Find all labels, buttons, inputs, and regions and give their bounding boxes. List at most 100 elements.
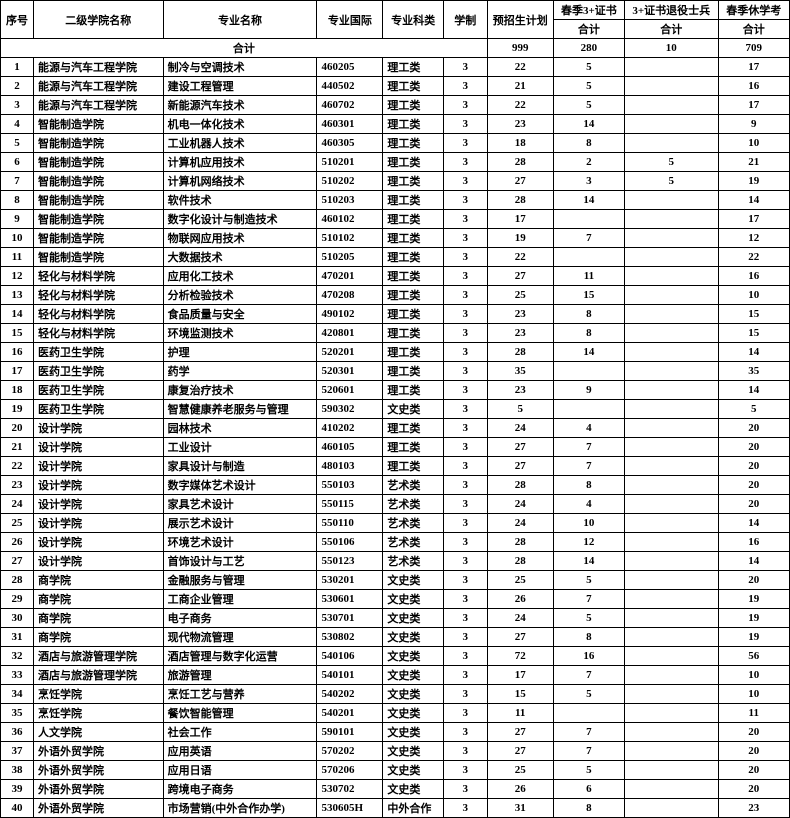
table-row: 31商学院现代物流管理530802文史类327819 (1, 628, 790, 647)
totals-row: 合计 999 280 10 709 (1, 39, 790, 58)
table-row: 13轻化与材料学院分析检验技术470208理工类3251510 (1, 286, 790, 305)
cell-cat: 文史类 (383, 609, 443, 628)
hdr-dur: 学制 (443, 1, 487, 39)
cell-idx: 8 (1, 191, 34, 210)
cell-dur: 3 (443, 362, 487, 381)
cell-plan: 72 (487, 647, 553, 666)
cell-cat: 艺术类 (383, 495, 443, 514)
cell-n3: 9 (718, 115, 790, 134)
cell-n1: 7 (553, 438, 624, 457)
table-row: 33酒店与旅游管理学院旅游管理540101文史类317710 (1, 666, 790, 685)
cell-code: 530201 (317, 571, 383, 590)
cell-n3: 20 (718, 723, 790, 742)
table-row: 12轻化与材料学院应用化工技术470201理工类3271116 (1, 267, 790, 286)
cell-plan: 27 (487, 742, 553, 761)
cell-code: 540201 (317, 704, 383, 723)
cell-n2 (625, 647, 718, 666)
cell-code: 480103 (317, 457, 383, 476)
table-row: 18医药卫生学院康复治疗技术520601理工类323914 (1, 381, 790, 400)
cell-n2 (625, 134, 718, 153)
cell-plan: 23 (487, 324, 553, 343)
cell-plan: 28 (487, 343, 553, 362)
table-row: 3能源与汽车工程学院新能源汽车技术460702理工类322517 (1, 96, 790, 115)
table-row: 20设计学院园林技术410202理工类324420 (1, 419, 790, 438)
cell-plan: 24 (487, 609, 553, 628)
cell-dur: 3 (443, 381, 487, 400)
cell-cat: 理工类 (383, 58, 443, 77)
cell-n3: 10 (718, 666, 790, 685)
cell-major: 护理 (163, 343, 317, 362)
cell-idx: 19 (1, 400, 34, 419)
cell-idx: 5 (1, 134, 34, 153)
cell-code: 550106 (317, 533, 383, 552)
cell-plan: 31 (487, 799, 553, 818)
cell-n3: 19 (718, 628, 790, 647)
cell-n2 (625, 609, 718, 628)
cell-plan: 35 (487, 362, 553, 381)
table-row: 38外语外贸学院应用日语570206文史类325520 (1, 761, 790, 780)
cell-cat: 理工类 (383, 134, 443, 153)
cell-dept: 轻化与材料学院 (33, 267, 163, 286)
cell-code: 510205 (317, 248, 383, 267)
cell-dur: 3 (443, 552, 487, 571)
cell-idx: 14 (1, 305, 34, 324)
cell-n1: 7 (553, 666, 624, 685)
cell-idx: 17 (1, 362, 34, 381)
cell-n1: 14 (553, 115, 624, 134)
cell-cat: 文史类 (383, 742, 443, 761)
cell-n2 (625, 286, 718, 305)
cell-dept: 外语外贸学院 (33, 799, 163, 818)
cell-dept: 智能制造学院 (33, 153, 163, 172)
hdr-code: 专业国际 (317, 1, 383, 39)
cell-dur: 3 (443, 400, 487, 419)
cell-dept: 智能制造学院 (33, 229, 163, 248)
cell-n3: 20 (718, 457, 790, 476)
cell-major: 应用日语 (163, 761, 317, 780)
cell-n3: 16 (718, 267, 790, 286)
cell-n3: 20 (718, 571, 790, 590)
cell-n2 (625, 248, 718, 267)
cell-cat: 理工类 (383, 210, 443, 229)
cell-n1: 8 (553, 134, 624, 153)
cell-plan: 25 (487, 761, 553, 780)
cell-n3: 10 (718, 685, 790, 704)
cell-cat: 文史类 (383, 590, 443, 609)
cell-code: 530701 (317, 609, 383, 628)
table-row: 4智能制造学院机电一体化技术460301理工类323149 (1, 115, 790, 134)
table-row: 7智能制造学院计算机网络技术510202理工类3273519 (1, 172, 790, 191)
hdr-n1-sub: 合计 (553, 20, 624, 39)
table-row: 28商学院金融服务与管理530201文史类325520 (1, 571, 790, 590)
cell-dept: 设计学院 (33, 495, 163, 514)
cell-dept: 外语外贸学院 (33, 761, 163, 780)
table-row: 11智能制造学院大数据技术510205理工类32222 (1, 248, 790, 267)
cell-idx: 16 (1, 343, 34, 362)
cell-n2 (625, 400, 718, 419)
cell-n3: 14 (718, 343, 790, 362)
cell-n1: 3 (553, 172, 624, 191)
cell-code: 410202 (317, 419, 383, 438)
cell-dur: 3 (443, 685, 487, 704)
cell-major: 数字媒体艺术设计 (163, 476, 317, 495)
cell-cat: 文史类 (383, 685, 443, 704)
cell-n3: 16 (718, 533, 790, 552)
cell-dur: 3 (443, 343, 487, 362)
cell-n1: 2 (553, 153, 624, 172)
cell-code: 590302 (317, 400, 383, 419)
cell-n1: 8 (553, 628, 624, 647)
cell-major: 家具设计与制造 (163, 457, 317, 476)
cell-plan: 22 (487, 248, 553, 267)
cell-code: 460205 (317, 58, 383, 77)
cell-major: 电子商务 (163, 609, 317, 628)
cell-major: 家具艺术设计 (163, 495, 317, 514)
cell-cat: 理工类 (383, 191, 443, 210)
cell-n2: 5 (625, 172, 718, 191)
cell-code: 540101 (317, 666, 383, 685)
cell-dur: 3 (443, 419, 487, 438)
cell-n1: 5 (553, 609, 624, 628)
table-row: 15轻化与材料学院环境监测技术420801理工类323815 (1, 324, 790, 343)
cell-n2 (625, 742, 718, 761)
cell-plan: 15 (487, 685, 553, 704)
cell-code: 540106 (317, 647, 383, 666)
cell-dur: 3 (443, 115, 487, 134)
cell-cat: 理工类 (383, 343, 443, 362)
